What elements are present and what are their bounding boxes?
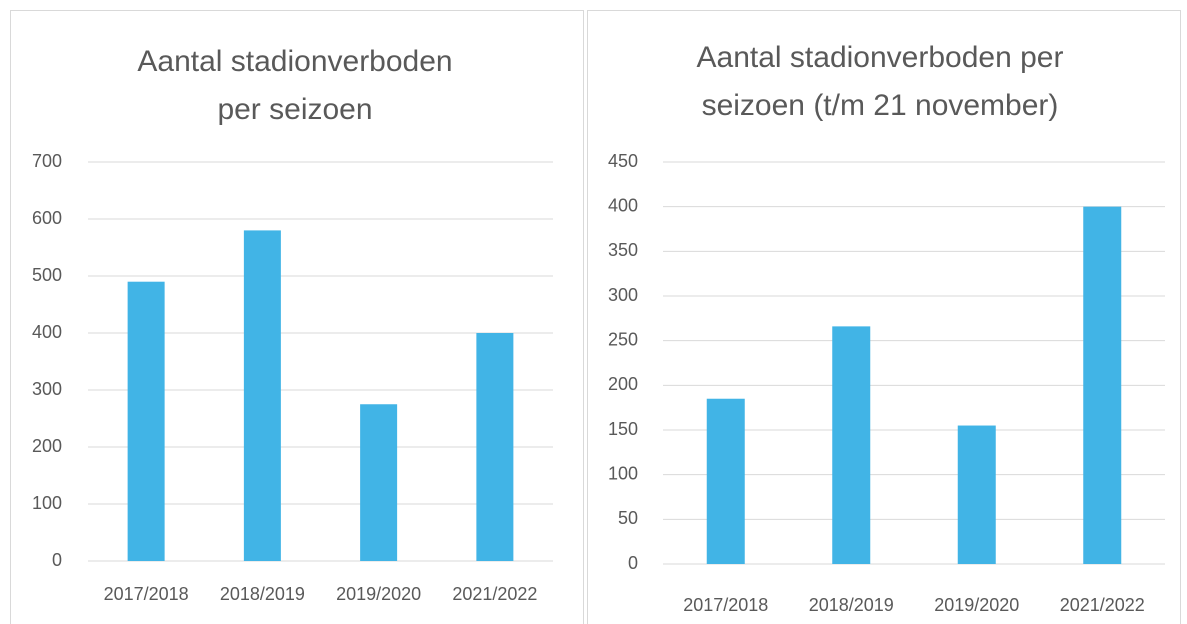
bar [127,281,165,561]
x-tick-label: 2017/2018 [683,595,768,615]
y-tick-label: 700 [32,151,62,171]
y-tick-label: 400 [608,195,638,215]
y-tick-label: 350 [608,240,638,260]
y-tick-label: 300 [32,379,62,399]
chart-title: Aantal stadionverboden per seizoen (t/m … [696,41,1064,122]
x-tick-label: 2017/2018 [104,584,189,604]
y-tick-label: 200 [32,436,62,456]
y-tick-label: 150 [608,419,638,439]
y-tick-label: 500 [32,265,62,285]
x-tick-label: 2019/2020 [934,595,1019,615]
x-tick-label: 2019/2020 [336,584,421,604]
bar [243,230,281,561]
y-tick-label: 600 [32,208,62,228]
bar [476,333,514,561]
x-tick-label: 2018/2019 [220,584,305,604]
y-tick-label: 100 [608,463,638,483]
bar [832,326,871,564]
chart-title: Aantal stadionverboden per seizoen [137,45,453,126]
bar [957,425,996,564]
y-tick-label: 450 [608,151,638,171]
chart-panel [10,10,584,624]
x-tick-label: 2021/2022 [452,584,537,604]
x-tick-label: 2021/2022 [1060,595,1145,615]
bar [360,404,398,561]
bar [706,398,745,564]
y-tick-label: 0 [628,553,638,573]
chart-panel [587,10,1181,624]
y-tick-label: 200 [608,374,638,394]
bar [1083,206,1122,564]
y-tick-label: 250 [608,329,638,349]
y-tick-label: 300 [608,285,638,305]
y-tick-label: 50 [618,508,638,528]
y-tick-label: 400 [32,322,62,342]
y-tick-label: 100 [32,493,62,513]
x-tick-label: 2018/2019 [809,595,894,615]
y-tick-label: 0 [52,550,62,570]
